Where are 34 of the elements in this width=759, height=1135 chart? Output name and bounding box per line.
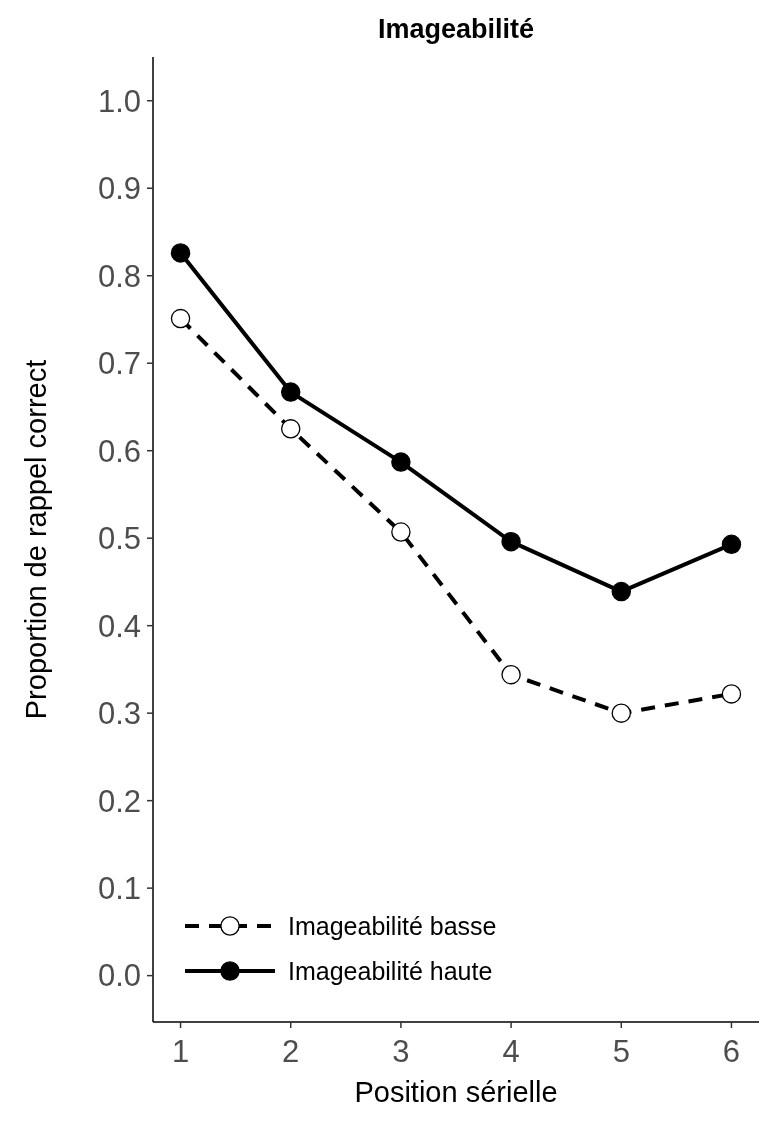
point — [611, 703, 632, 723]
y-axis-title: Proportion de rappel correct — [20, 359, 52, 720]
y-tick-label: 0.9 — [97, 171, 141, 207]
x-tick-label: 1 — [171, 1034, 190, 1069]
x-axis-title: Position sérielle — [354, 1076, 558, 1108]
point — [501, 664, 521, 685]
x-tick-label: 5 — [612, 1034, 630, 1069]
legend-label: Imageabilité haute — [288, 956, 493, 985]
x-tick-label: 4 — [502, 1034, 520, 1069]
x-tick-label: 2 — [282, 1034, 300, 1069]
y-tick-label: 0.5 — [97, 521, 141, 557]
point — [721, 684, 742, 704]
point — [721, 534, 742, 555]
x-tick-label: 6 — [722, 1034, 741, 1069]
y-tick-label: 0.7 — [97, 346, 141, 382]
y-tick-label: 0.8 — [97, 258, 141, 294]
y-tick-label: 0.2 — [97, 783, 141, 819]
point — [280, 419, 301, 439]
chart-title: Imageabilité — [377, 14, 535, 44]
y-tick-label: 0.4 — [97, 608, 141, 644]
point — [611, 581, 632, 602]
legend-label: Imageabilité basse — [288, 911, 497, 940]
point — [501, 531, 521, 552]
point — [170, 243, 191, 263]
y-tick-label: 0.6 — [97, 433, 141, 469]
point — [391, 452, 411, 472]
point — [391, 522, 411, 542]
point — [170, 308, 191, 329]
y-tick-label: 0.1 — [97, 870, 141, 906]
y-tick-label: 0.0 — [97, 958, 141, 994]
y-tick-label: 1.0 — [97, 83, 141, 119]
x-tick-label: 3 — [392, 1034, 410, 1069]
y-tick-label: 0.3 — [97, 696, 141, 732]
point — [280, 382, 301, 402]
